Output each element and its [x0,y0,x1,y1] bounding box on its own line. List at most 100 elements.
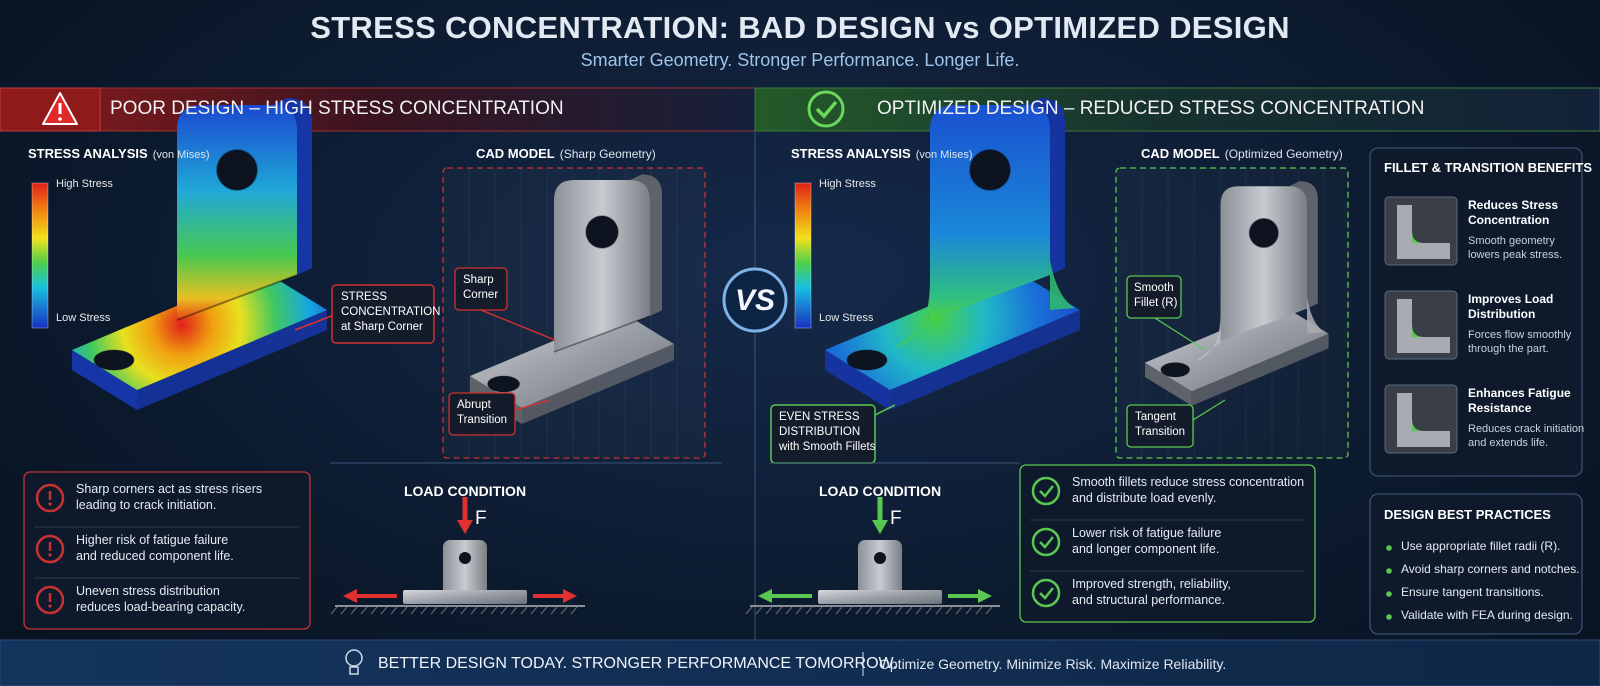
bullet [1386,614,1392,620]
ground-hatch [785,606,793,615]
point-text: and distribute load evenly. [1072,491,1217,505]
point-text: and reduced component life. [76,549,234,563]
alert-icon [35,534,65,564]
ground-hatch [370,606,378,615]
base-left [72,350,137,410]
cad-label: Corner [463,289,499,301]
ground-hatch [855,606,863,615]
ground-hatch [935,606,943,615]
check-icon [1031,476,1061,506]
base-top [72,270,327,390]
reaction-head [758,589,772,603]
ground-hatch [490,606,498,615]
ground-hatch [560,606,568,615]
sharp-edge [553,315,651,353]
ground-hatch [380,606,388,615]
base-left [1145,362,1192,406]
ground-hatch [390,606,398,615]
ground-hatch [915,606,923,615]
warning-dot [58,117,62,121]
upright-hole [1248,217,1279,249]
practice-item: Use appropriate fillet radii (R). [1401,539,1561,553]
benefit-title: Concentration [1468,213,1550,227]
vs-badge [722,267,788,333]
check-mark [1039,536,1054,549]
callout-text: at Sharp Corner [341,321,423,333]
ground-hatch [985,606,993,615]
cad-frame [1115,167,1349,459]
bullet [1386,568,1392,574]
base-front [1191,333,1329,406]
point-text: Smooth fillets reduce stress concentrati… [1072,475,1305,489]
ground-hatch [805,606,813,615]
point-text: Sharp corners act as stress risers [76,482,263,496]
upright-hole [585,215,619,249]
section-label: STRESS ANALYSIS [28,146,148,161]
force-label: F [475,508,487,529]
ground-hatch [420,606,428,615]
optimized-band [754,87,1600,132]
section-note: (Sharp Geometry) [559,147,656,161]
upright-side [1289,181,1318,309]
ground-hatch [745,606,753,615]
section-note: (von Mises) [915,149,973,161]
thumb-part [1397,205,1450,259]
point-text: leading to crack initiation. [76,498,217,512]
benefit-title: Improves Load [1468,292,1554,306]
ground-hatch [865,606,873,615]
ground-hatch [570,606,578,615]
ground-hatch [905,606,913,615]
bracket-model [470,174,674,424]
benefit-text: Forces flow smoothly [1468,329,1572,341]
upright-side [1025,98,1065,275]
bulb-icon [345,649,363,667]
upright-side [272,98,312,275]
ground-hatch [430,606,438,615]
cad-label: Abrupt [457,399,491,411]
base-top [825,270,1080,390]
point-text: Uneven stress distribution [76,584,220,598]
ground-hatch [885,606,893,615]
alert-dot [48,553,52,557]
benefit-text: Smooth geometry [1468,235,1555,247]
ground-hatch [500,606,508,615]
reaction-head [343,589,357,603]
ground-hatch [825,606,833,615]
section-title: STRESS ANALYSIS (von Mises) [791,145,973,163]
label-box [1126,404,1194,448]
load-title: LOAD CONDITION [403,483,527,499]
ground-hatch [340,606,348,615]
ground-hatch [925,606,933,615]
base-hole [487,375,521,393]
benefit-text: Reduces crack initiation [1468,423,1585,435]
block-hole [459,552,471,564]
point-text: and structural performance. [1072,593,1225,607]
point-text: and longer component life. [1072,542,1220,556]
force-label: F [890,508,902,529]
upright-face [177,105,297,320]
base-top [470,312,674,408]
point-text: Improved strength, reliability, [1072,577,1231,591]
fillet [1307,297,1325,334]
thumb-part [1397,393,1450,447]
ground-hatch [945,606,953,615]
block-upright [443,540,487,596]
poor-band [0,87,756,132]
ground-hatch [765,606,773,615]
footer-band [0,639,1600,686]
bullet [1386,545,1392,551]
benefit-text: lowers peak stress. [1468,249,1563,261]
bullet [1386,591,1392,597]
footer-sub: Optimize Geometry. Minimize Risk. Maximi… [879,656,1227,672]
thumb-fillet [1412,325,1424,337]
upright-face [930,105,1050,320]
ground-hatch [540,606,548,615]
callout-text: CONCENTRATION [341,306,441,318]
scale-label: High Stress [819,178,876,190]
benefit-text: and extends life. [1468,437,1549,449]
label-line [1192,399,1226,421]
ground-hatch [550,606,558,615]
benefit-title: Reduces Stress [1468,198,1559,212]
ground-hatch [330,606,338,615]
